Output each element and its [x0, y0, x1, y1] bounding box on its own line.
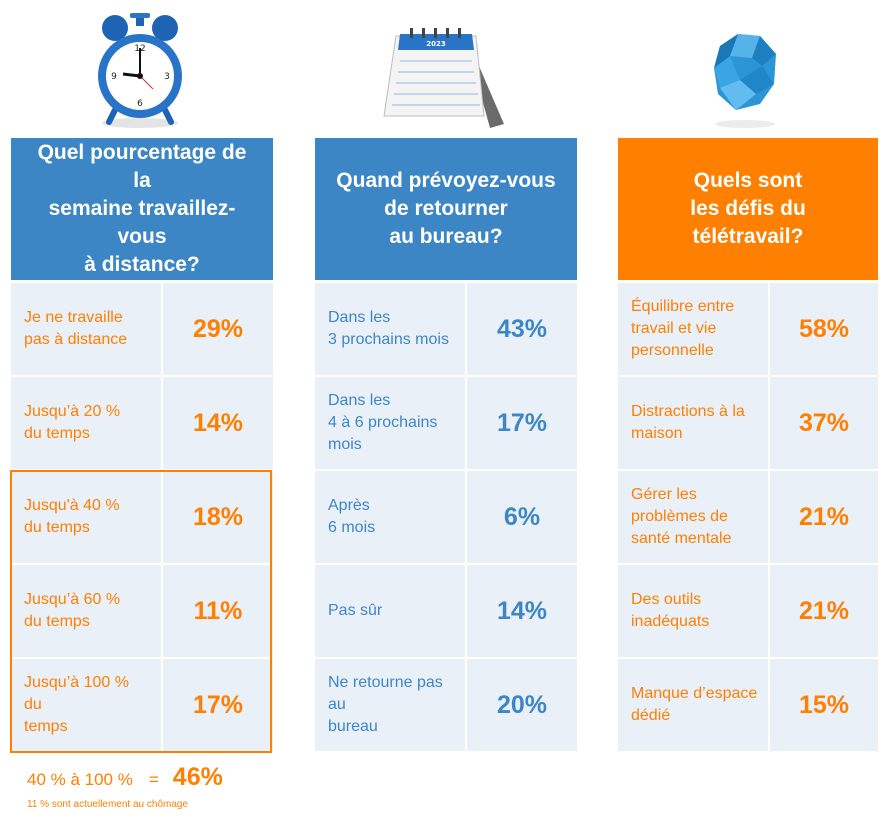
- row-label: Je ne travaille pas à distance: [11, 283, 161, 375]
- row-value: 14%: [467, 565, 577, 657]
- table-row: Après 6 mois 6%: [315, 471, 577, 563]
- table-row: Jusqu’à 100 % du temps 17%: [11, 659, 273, 751]
- row-value: 37%: [770, 377, 878, 469]
- table-row: Jusqu'à 40 % du temps 18%: [11, 471, 273, 563]
- table-row: Équilibre entre travail et vie personnel…: [618, 283, 878, 375]
- table-row: Dans les 3 prochains mois 43%: [315, 283, 577, 375]
- table-row: Ne retourne pas au bureau 20%: [315, 659, 577, 751]
- summary-range: 40 % à 100 %: [27, 770, 133, 789]
- row-label: Manque d’espace dédié: [618, 659, 768, 751]
- row-value: 17%: [163, 659, 273, 751]
- crumpled-paper-icon: [700, 6, 790, 130]
- row-value: 6%: [467, 471, 577, 563]
- row-label: Après 6 mois: [315, 471, 465, 563]
- row-label: Jusqu'à 40 % du temps: [11, 471, 161, 563]
- svg-text:2023: 2023: [426, 40, 446, 48]
- row-value: 58%: [770, 283, 878, 375]
- row-label: Jusqu’à 20 % du temps: [11, 377, 161, 469]
- table-row: Des outils inadéquats 21%: [618, 565, 878, 657]
- table-row: Jusqu’à 60 % du temps 11%: [11, 565, 273, 657]
- summary-line: 40 % à 100 % = 46%: [27, 763, 223, 792]
- row-value: 21%: [770, 471, 878, 563]
- footnote: 11 % sont actuellement au chômage: [27, 799, 189, 810]
- row-value: 29%: [163, 283, 273, 375]
- row-value: 17%: [467, 377, 577, 469]
- table-row: Pas sûr 14%: [315, 565, 577, 657]
- row-value: 14%: [163, 377, 273, 469]
- row-label: Pas sûr: [315, 565, 465, 657]
- row-label: Ne retourne pas au bureau: [315, 659, 465, 751]
- table-row: Jusqu’à 20 % du temps 14%: [11, 377, 273, 469]
- row-label: Des outils inadéquats: [618, 565, 768, 657]
- row-value: 15%: [770, 659, 878, 751]
- alarm-clock-icon: 12 3 6 9: [95, 6, 185, 130]
- row-label: Gérer les problèmes de santé mentale: [618, 471, 768, 563]
- svg-text:6: 6: [137, 99, 143, 109]
- svg-text:9: 9: [111, 72, 117, 82]
- row-value: 18%: [163, 471, 273, 563]
- row-label: Jusqu’à 100 % du temps: [11, 659, 161, 751]
- table-row: Je ne travaille pas à distance 29%: [11, 283, 273, 375]
- table-row: Distractions à la maison 37%: [618, 377, 878, 469]
- calendar-icon: 2023: [380, 6, 510, 130]
- table-row: Manque d’espace dédié 15%: [618, 659, 878, 751]
- column-header: Quand prévoyez-vous de retourner au bure…: [315, 138, 577, 280]
- summary-total: 46%: [172, 763, 223, 791]
- row-value: 11%: [163, 565, 273, 657]
- row-label: Équilibre entre travail et vie personnel…: [618, 283, 768, 375]
- column-header: Quel pourcentage de la semaine travaille…: [11, 138, 273, 280]
- column-remote-work-percentage: Quel pourcentage de la semaine travaille…: [11, 138, 273, 753]
- row-label: Dans les 3 prochains mois: [315, 283, 465, 375]
- row-label: Distractions à la maison: [618, 377, 768, 469]
- summary-equals: =: [148, 770, 159, 789]
- table-row: Dans les 4 à 6 prochains mois 17%: [315, 377, 577, 469]
- column-remote-work-challenges: Quels sont les défis du télétravail? Équ…: [618, 138, 878, 753]
- row-value: 43%: [467, 283, 577, 375]
- table-row: Gérer les problèmes de santé mentale 21%: [618, 471, 878, 563]
- column-header: Quels sont les défis du télétravail?: [618, 138, 878, 280]
- svg-text:3: 3: [164, 72, 170, 82]
- column-return-to-office: Quand prévoyez-vous de retourner au bure…: [315, 138, 577, 753]
- row-value: 20%: [467, 659, 577, 751]
- highlight-box: [10, 470, 272, 753]
- row-label: Jusqu’à 60 % du temps: [11, 565, 161, 657]
- row-label: Dans les 4 à 6 prochains mois: [315, 377, 465, 469]
- row-value: 21%: [770, 565, 878, 657]
